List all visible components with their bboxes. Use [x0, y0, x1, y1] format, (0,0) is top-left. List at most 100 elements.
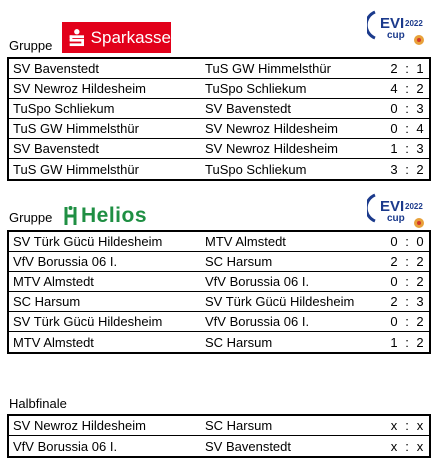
away-team: SV Bavenstedt — [205, 101, 291, 116]
match-row: TuSpo Schliekum SV Bavenstedt 0:3 — [9, 99, 429, 119]
match-row: MTV Almstedt VfV Borussia 06 I. 0:2 — [9, 272, 429, 292]
score-separator: : — [405, 294, 409, 309]
home-team: TuSpo Schliekum — [13, 101, 115, 116]
home-team: TuS GW Himmelsthür — [13, 121, 139, 136]
away-score: 3 — [416, 141, 424, 156]
away-score: x — [416, 438, 424, 454]
score-separator: : — [405, 81, 409, 96]
score-separator: : — [405, 334, 409, 350]
away-score: 2 — [416, 334, 424, 350]
evi-cup-logo-icon — [364, 10, 424, 45]
score-separator: : — [405, 438, 409, 454]
away-score: 2 — [416, 274, 424, 289]
evi-cup-logo: EVI 2022 cup — [364, 6, 429, 50]
sparkasse-s-icon — [69, 28, 84, 46]
away-team: VfV Borussia 06 I. — [205, 274, 310, 289]
away-score: 0 — [416, 234, 424, 249]
away-score: 1 — [416, 61, 424, 76]
score-separator: : — [405, 254, 409, 269]
score-separator: : — [405, 161, 409, 177]
home-score: 2 — [390, 254, 398, 269]
away-score: 2 — [416, 81, 424, 96]
home-score: 4 — [390, 81, 398, 96]
match-row: SV Newroz Hildesheim SC Harsum x: x — [9, 416, 429, 436]
away-team: SC Harsum — [205, 334, 273, 350]
match-row: TuS GW Himmelsthür TuSpo Schliekum 3:2 — [9, 159, 429, 179]
semifinal-label: Halbfinale — [9, 396, 67, 411]
home-team: MTV Almstedt — [13, 334, 94, 350]
match-row: SV Bavenstedt TuS GW Himmelsthür 2:1 — [9, 59, 429, 79]
match-row: SC Harsum SV Türk Gücü Hildesheim 2:3 — [9, 292, 429, 312]
away-score: 4 — [416, 121, 424, 136]
score-separator: : — [405, 234, 409, 249]
evi-year: 2022 — [405, 19, 423, 28]
away-score: 2 — [416, 254, 424, 269]
sparkasse-logo: Sparkasse — [62, 22, 171, 53]
away-team: VfV Borussia 06 I. — [205, 314, 310, 329]
helios-leaf-icon — [64, 206, 77, 225]
evi-brand: EVI — [380, 15, 405, 32]
away-team: TuS GW Himmelsthür — [205, 61, 331, 76]
home-team: SV Bavenstedt — [13, 61, 99, 76]
evi-year: 2022 — [405, 202, 423, 211]
home-team: TuS GW Himmelsthür — [13, 161, 139, 177]
away-team: TuSpo Schliekum — [205, 161, 307, 177]
home-score: 0 — [390, 314, 398, 329]
evi-cup-logo: EVI 2022 cup — [364, 189, 429, 233]
home-team: SC Harsum — [13, 294, 81, 309]
home-team: SV Türk Gücü Hildesheim — [13, 234, 163, 249]
helios-logo-text: Helios — [81, 204, 148, 227]
home-team: VfV Borussia 06 I. — [13, 438, 118, 454]
evi-cup-word: cup — [387, 213, 405, 224]
score-separator: : — [405, 314, 409, 329]
away-team: SC Harsum — [205, 418, 273, 433]
home-score: x — [390, 418, 398, 433]
away-team: SV Türk Gücü Hildesheim — [205, 294, 355, 309]
score-separator: : — [405, 121, 409, 136]
score-separator: : — [405, 61, 409, 76]
home-score: x — [390, 438, 398, 454]
group-label: Gruppe — [9, 210, 53, 225]
score-separator: : — [405, 101, 409, 116]
match-row: TuS GW Himmelsthür SV Newroz Hildesheim 0:… — [9, 119, 429, 139]
semifinal-table: SV Newroz Hildesheim SC Harsum x: x VfV Bor… — [7, 414, 431, 458]
away-score: x — [416, 418, 424, 433]
match-table: SV Bavenstedt TuS GW Himmelsthür 2:1 SV Ne… — [7, 57, 431, 181]
home-team: SV Bavenstedt — [13, 141, 99, 156]
match-table: SV Türk Gücü Hildesheim MTV Almstedt 0:0 V… — [7, 230, 431, 354]
away-score: 2 — [416, 314, 424, 329]
home-team: SV Newroz Hildesheim — [13, 81, 146, 96]
match-row: SV Newroz Hildesheim TuSpo Schliekum 4:2 — [9, 79, 429, 99]
match-row: VfV Borussia 06 I. SC Harsum 2:2 — [9, 252, 429, 272]
home-team: SV Newroz Hildesheim — [13, 418, 146, 433]
sparkasse-logo-text: Sparkasse — [90, 27, 171, 47]
score-separator: : — [405, 418, 409, 433]
home-team: MTV Almstedt — [13, 274, 94, 289]
home-score: 0 — [390, 101, 398, 116]
group-label: Gruppe — [9, 38, 53, 53]
helios-logo: Helios — [63, 203, 147, 229]
score-separator: : — [405, 141, 409, 156]
away-team: SC Harsum — [205, 254, 273, 269]
home-team: VfV Borussia 06 I. — [13, 254, 118, 269]
away-team: SV Newroz Hildesheim — [205, 141, 338, 156]
home-score: 1 — [390, 141, 398, 156]
away-score: 3 — [416, 101, 424, 116]
away-team: SV Bavenstedt — [205, 438, 291, 454]
home-score: 0 — [390, 121, 398, 136]
match-row: SV Bavenstedt SV Newroz Hildesheim 1:3 — [9, 139, 429, 159]
away-team: SV Newroz Hildesheim — [205, 121, 338, 136]
home-team: SV Türk Gücü Hildesheim — [13, 314, 163, 329]
evi-cup-logo-icon — [364, 193, 424, 228]
match-row: SV Türk Gücü Hildesheim VfV Borussia 06 I… — [9, 312, 429, 332]
evi-cup-word: cup — [387, 30, 405, 41]
home-score: 1 — [390, 334, 398, 350]
match-row: VfV Borussia 06 I. SV Bavenstedt x: x — [9, 436, 429, 456]
home-score: 2 — [390, 294, 398, 309]
match-row: MTV Almstedt SC Harsum 1:2 — [9, 332, 429, 352]
home-score: 3 — [390, 161, 398, 177]
home-score: 0 — [390, 274, 398, 289]
score-separator: : — [405, 274, 409, 289]
evi-brand: EVI — [380, 198, 405, 215]
away-score: 3 — [416, 294, 424, 309]
